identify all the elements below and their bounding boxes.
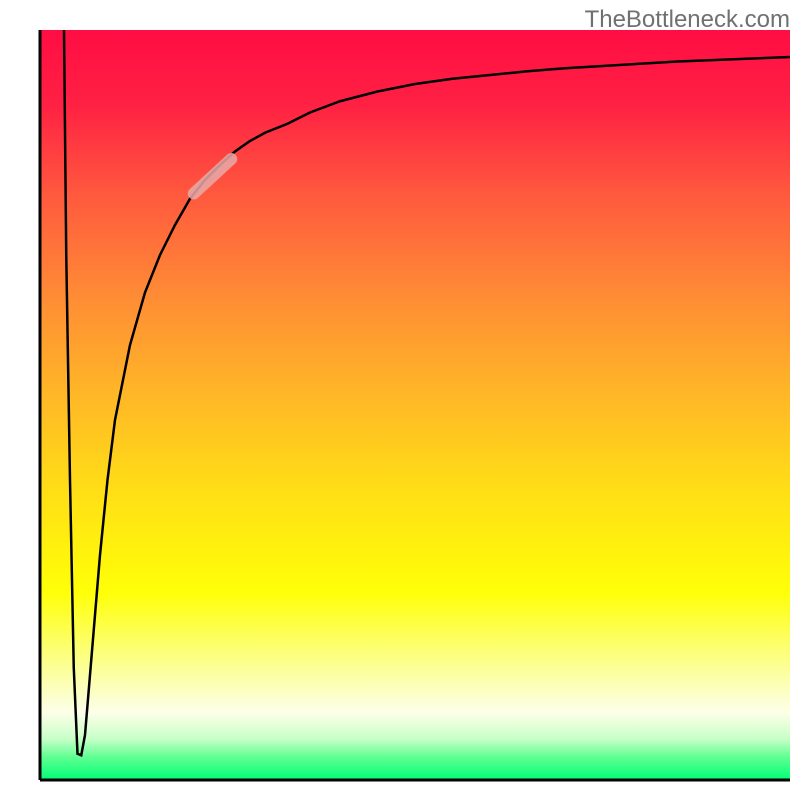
plot-background xyxy=(40,30,790,780)
watermark-text: TheBottleneck.com xyxy=(585,6,790,34)
bottleneck-chart: TheBottleneck.com xyxy=(0,0,800,800)
chart-svg xyxy=(0,0,800,800)
